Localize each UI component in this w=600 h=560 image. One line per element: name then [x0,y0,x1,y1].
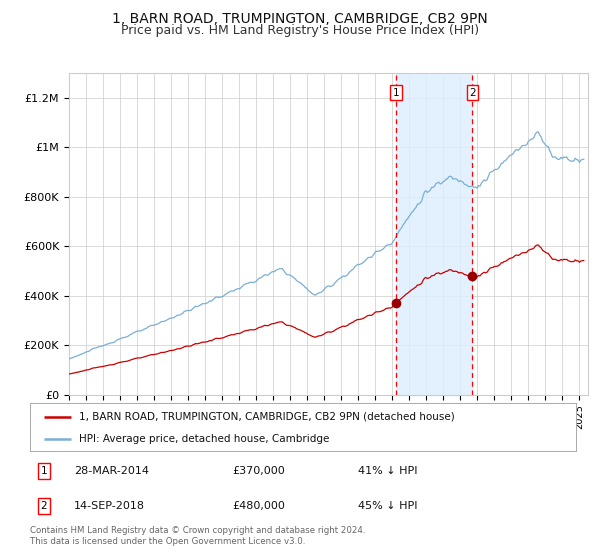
Text: 41% ↓ HPI: 41% ↓ HPI [358,466,417,476]
Text: Price paid vs. HM Land Registry's House Price Index (HPI): Price paid vs. HM Land Registry's House … [121,24,479,36]
Text: 1, BARN ROAD, TRUMPINGTON, CAMBRIDGE, CB2 9PN (detached house): 1, BARN ROAD, TRUMPINGTON, CAMBRIDGE, CB… [79,412,455,422]
Bar [397,73,472,395]
Text: 1: 1 [393,87,400,97]
Text: 28-MAR-2014: 28-MAR-2014 [74,466,149,476]
Text: 2: 2 [469,87,476,97]
Text: 2: 2 [40,501,47,511]
Text: Contains HM Land Registry data © Crown copyright and database right 2024.
This d: Contains HM Land Registry data © Crown c… [30,526,365,546]
Text: 45% ↓ HPI: 45% ↓ HPI [358,501,417,511]
Text: 14-SEP-2018: 14-SEP-2018 [74,501,145,511]
Text: £480,000: £480,000 [232,501,285,511]
Text: 1, BARN ROAD, TRUMPINGTON, CAMBRIDGE, CB2 9PN: 1, BARN ROAD, TRUMPINGTON, CAMBRIDGE, CB… [112,12,488,26]
Text: £370,000: £370,000 [232,466,285,476]
Text: HPI: Average price, detached house, Cambridge: HPI: Average price, detached house, Camb… [79,434,329,444]
Text: 1: 1 [40,466,47,476]
